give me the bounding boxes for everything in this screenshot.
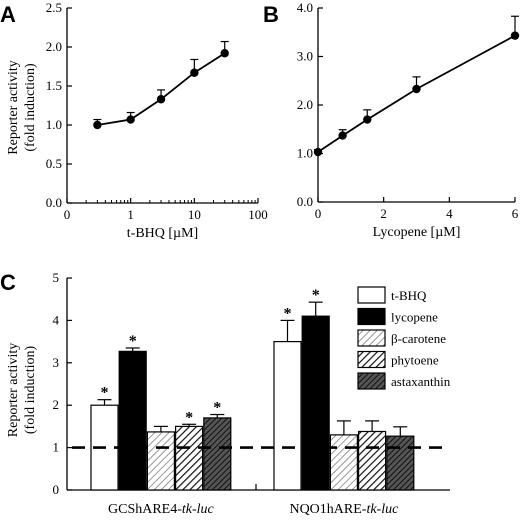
panel-a-series-line	[97, 52, 226, 126]
panel-a-data-point	[156, 95, 166, 104]
panel-b-x-tick-label: 4	[446, 206, 453, 221]
panel-a-y-axis-label-line: (fold induction)	[23, 63, 38, 152]
panel-b-data-point	[510, 31, 520, 40]
panel-c-letter: C	[0, 270, 16, 295]
panel-b-y-tick-label: 1.0	[297, 146, 313, 161]
panel-c-group-label: NQO1hARE-tk-luc	[289, 502, 399, 517]
panel-c-group-label-name: NQO1hARE-	[289, 502, 366, 517]
panel-c-y-tick-label: 4	[53, 312, 60, 327]
panel-a-x-tick-label: 0	[64, 207, 71, 222]
panel-a-y-tick-label: 1.0	[46, 117, 62, 132]
panel-c-bar	[175, 425, 204, 491]
legend-swatch	[357, 307, 386, 326]
legend-swatch	[357, 286, 386, 304]
panel-b-x-tick-label: 6	[512, 206, 519, 221]
panel-c-significance-star: *	[213, 400, 221, 417]
panel-c-bar	[358, 430, 387, 491]
panel-c-group-label-suffix: tk-luc	[366, 502, 399, 517]
panel-c-significance-star: *	[129, 333, 137, 350]
panel-c-significance-star: *	[185, 409, 193, 426]
legend-swatch	[357, 372, 386, 390]
panel-c-y-tick-label: 2	[53, 397, 60, 412]
panel-a-data-point	[93, 120, 102, 130]
panel-b-y-tick-label: 3.0	[297, 49, 313, 64]
panel-a-y-tick-label: 0.5	[46, 156, 62, 171]
panel-c-y-tick-label: 3	[53, 355, 60, 370]
panel-b-letter: B	[263, 2, 279, 27]
panel-c-y-axis-label-line: (fold induction)	[23, 346, 38, 435]
panel-a-y-tick-label: 2.0	[46, 39, 62, 54]
legend-label: t-BHQ	[391, 288, 427, 303]
panel-c-y-axis-label-line: Reporter activity	[6, 343, 21, 437]
panel-a-x-tick-label: 10	[188, 207, 201, 222]
panel-a-y-axis-label-line: Reporter activity	[6, 60, 21, 154]
panel-c-axes: 0 1 2 3 4 5 Reporter activity (fold induction) *…	[6, 270, 450, 517]
panel-c-bar	[273, 341, 302, 491]
panel-c-significance-star: *	[101, 385, 109, 402]
panel-c-y-tick-label: 1	[53, 440, 60, 455]
panel-c-bar	[203, 417, 232, 491]
panel-a-x-tick-label: 100	[248, 207, 268, 222]
panel-a-x-axis-label: t-BHQ [µM]	[127, 226, 198, 241]
panel-a-y-tick-label: 1.5	[46, 78, 62, 93]
legend-label: phytoene	[391, 353, 439, 368]
panel-a-data-point	[220, 49, 229, 58]
panel-c-y-axis-label: Reporter activity (fold induction)	[6, 343, 38, 437]
panel-a-data-point	[190, 68, 199, 77]
panel-c-group-label-suffix: tk-luc	[182, 502, 215, 517]
panel-a-letter: A	[0, 2, 16, 27]
panel-c-bar	[146, 431, 175, 491]
panel-c-bar	[329, 434, 358, 491]
panel-c-group-label: GCShARE4-tk-luc	[108, 502, 215, 517]
panel-b: B 0.0 1.0 2.0 3.0 4.0 0 2 4 6 Lycopene [µM]	[263, 0, 520, 240]
panel-b-x-axis-label: Lycopene [µM]	[373, 225, 461, 240]
panel-a-data-point	[126, 115, 135, 124]
panel-b-data-point	[412, 84, 421, 94]
legend-swatch	[357, 350, 386, 369]
legend-label: β-carotene	[391, 331, 446, 346]
legend-label: lycopene	[391, 310, 438, 325]
panel-b-y-tick-label: 0.0	[297, 194, 313, 209]
panel-c-bar	[118, 350, 147, 491]
panel-c-bar	[386, 435, 415, 491]
panel-b-x-tick-label: 0	[315, 206, 322, 221]
panel-b-y-tick-label: 4.0	[297, 0, 313, 15]
panel-a-axes: 0.0 0.5 1.0 1.5 2.0 2.5 0 1 10 100 t-BHQ [µM] Repor…	[6, 0, 268, 241]
legend-swatch	[357, 329, 386, 347]
panel-c-bar	[301, 315, 330, 491]
panel-a: A 0.0 0.5 1.0 1.5 2.0 2.5 0 1 10 100 t-BHQ [µM] Rep…	[0, 0, 268, 241]
panel-b-x-tick-label: 2	[380, 206, 387, 221]
legend-label: astaxanthin	[391, 374, 451, 389]
panel-b-data-point	[313, 147, 323, 157]
panel-b-data-point	[338, 131, 347, 140]
panel-c: C 0 1 2 3 4 5 Reporter activity (fold induction…	[0, 270, 451, 517]
panel-a-y-tick-label: 2.5	[46, 0, 62, 15]
panel-a-y-axis-label: Reporter activity (fold induction)	[6, 60, 38, 154]
panel-a-y-tick-label: 0.0	[46, 195, 62, 210]
panel-c-legend: t-BHQ lycopene β-carotene phytoene astaxanth…	[357, 286, 451, 390]
panel-c-y-tick-label: 5	[53, 270, 60, 285]
panel-c-significance-star: *	[284, 305, 292, 322]
panel-b-data-point	[363, 115, 372, 124]
panel-c-significance-star: *	[312, 287, 320, 304]
panel-b-y-tick-label: 2.0	[297, 97, 313, 112]
panel-b-axes: 0.0 1.0 2.0 3.0 4.0 0 2 4 6 Lycopene [µM]	[297, 0, 520, 240]
panel-a-x-tick-label: 1	[127, 207, 134, 222]
panel-c-y-tick-label: 0	[53, 482, 60, 497]
panel-c-group-label-name: GCShARE4-	[108, 502, 182, 517]
panel-b-series-line	[317, 34, 516, 153]
